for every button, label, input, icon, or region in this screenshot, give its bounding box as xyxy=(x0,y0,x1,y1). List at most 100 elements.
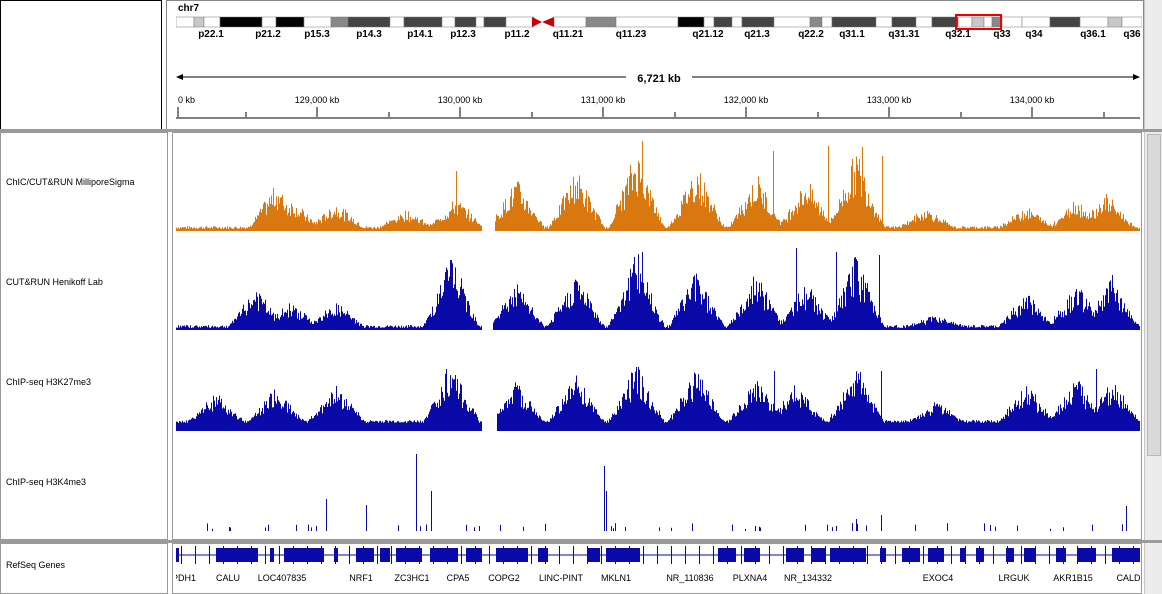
ruler-arrow-right-icon xyxy=(1133,74,1140,80)
gene-exon xyxy=(447,546,448,564)
track-name-3[interactable]: ChIP-seq H3K27me3 xyxy=(6,377,92,387)
gene-label[interactable]: NR_110836 xyxy=(666,573,713,583)
ideogram-band xyxy=(203,16,221,28)
refseq-gene-track[interactable]: PDH1 CALU LOC407835 NRF1 ZC3HC1 CPA5 COPG2 LINC… xyxy=(176,545,1140,593)
current-region-marker[interactable] xyxy=(955,14,1002,30)
gene-exon[interactable] xyxy=(270,548,274,562)
ideogram-band xyxy=(1001,16,1023,28)
gene-exon[interactable] xyxy=(880,548,886,562)
gene-label[interactable]: LINC-PINT xyxy=(539,573,584,583)
gene-exon[interactable] xyxy=(396,548,422,562)
gene-label[interactable]: EXOC4 xyxy=(923,573,954,583)
gene-exon[interactable] xyxy=(466,548,482,562)
gene-exon xyxy=(1035,546,1036,564)
gene-exon[interactable] xyxy=(1006,548,1014,562)
track-name-2[interactable]: CUT&RUN Henikoff Lab xyxy=(6,277,103,287)
track-name-1[interactable]: ChIC/CUT&RUN MilliporeSigma xyxy=(6,177,135,187)
gene-label[interactable]: CALD1 xyxy=(1116,573,1140,583)
gene-exon xyxy=(419,546,420,564)
gene-exon xyxy=(237,546,238,564)
ruler-span-label: 6,721 kb xyxy=(637,73,681,85)
band-label: q36 xyxy=(1123,29,1141,40)
gene-exon xyxy=(979,546,980,564)
band-label: p22.1 xyxy=(198,29,224,40)
gene-exon xyxy=(1077,546,1078,564)
gene-label[interactable]: LOC407835 xyxy=(258,573,307,583)
ideogram-band xyxy=(193,16,205,28)
ideogram-band xyxy=(731,16,743,28)
gene-exon[interactable] xyxy=(960,548,966,562)
signal-track-h3k27me3[interactable] xyxy=(176,366,1140,431)
gene-exon[interactable] xyxy=(812,548,826,562)
gene-exon[interactable] xyxy=(928,548,944,562)
track-name-refseq[interactable]: RefSeq Genes xyxy=(6,560,66,570)
band-label: q33 xyxy=(993,29,1011,40)
gene-exon[interactable] xyxy=(356,548,374,562)
gene-exon xyxy=(265,546,266,564)
gene-label[interactable]: CPA5 xyxy=(447,573,470,583)
gene-exon[interactable] xyxy=(176,548,179,562)
gene-label[interactable]: AKR1B15 xyxy=(1053,573,1093,583)
ideogram[interactable]: p22.1 p21.2 p15.3 p14.3 p14.1 p12.3 p11.2 q11.2… xyxy=(176,14,1142,54)
gene-label[interactable]: NR_134332 xyxy=(784,573,832,583)
gene-exon xyxy=(1021,546,1022,564)
data-scrollbar-thumb[interactable] xyxy=(1147,134,1161,456)
gene-exon xyxy=(965,546,966,564)
gene-exon[interactable] xyxy=(786,548,804,562)
data-scrollbar[interactable] xyxy=(1144,132,1162,540)
gene-exon[interactable] xyxy=(744,548,760,562)
feature-scrollbar[interactable] xyxy=(1144,543,1162,594)
gene-exon xyxy=(699,546,700,564)
gene-exon[interactable] xyxy=(1056,548,1066,562)
gene-exon[interactable] xyxy=(588,548,600,562)
gene-exon xyxy=(685,546,686,564)
signal-track-henikoff[interactable] xyxy=(176,248,1140,330)
gene-exon[interactable] xyxy=(538,548,548,562)
ruler-tick-label: 131,000 kb xyxy=(581,95,626,105)
gene-label[interactable]: PDH1 xyxy=(176,573,196,583)
gene-label[interactable]: ZC3HC1 xyxy=(394,573,429,583)
gene-exon[interactable] xyxy=(1112,548,1140,562)
band-label: q31.1 xyxy=(839,29,865,40)
signal-track-h3k4me3[interactable] xyxy=(207,454,1127,531)
gene-label[interactable]: CALU xyxy=(216,573,240,583)
chromosome-label[interactable]: chr7 xyxy=(178,3,200,14)
signal-tracks[interactable] xyxy=(176,134,1140,538)
gene-exon[interactable] xyxy=(1024,548,1036,562)
band-label: q11.23 xyxy=(616,29,647,40)
gene-exon[interactable] xyxy=(430,548,458,562)
band-label: p14.3 xyxy=(356,29,382,40)
gene-exon xyxy=(853,546,854,564)
gene-label[interactable]: PLXNA4 xyxy=(733,573,768,583)
header-scrollbar[interactable] xyxy=(1144,0,1162,130)
gene-exon xyxy=(293,546,294,564)
ideogram-band xyxy=(831,16,877,28)
ideogram-band xyxy=(891,16,917,28)
gene-exon[interactable] xyxy=(380,548,390,562)
gene-exon xyxy=(923,546,924,564)
gene-label[interactable]: MKLN1 xyxy=(601,573,631,583)
ideogram-band xyxy=(1021,16,1051,28)
gene-exon[interactable] xyxy=(496,548,528,562)
gene-exon[interactable] xyxy=(830,548,866,562)
gene-label[interactable]: NRF1 xyxy=(349,573,373,583)
track-name-4[interactable]: ChIP-seq H3K4me3 xyxy=(6,477,87,487)
signal-track-millipore[interactable] xyxy=(176,141,1140,231)
gene-exon xyxy=(741,546,742,564)
panel-divider-top[interactable] xyxy=(0,129,1162,132)
gene-exon xyxy=(363,546,364,564)
gene-label[interactable]: COPG2 xyxy=(488,573,520,583)
gene-exon[interactable] xyxy=(606,548,640,562)
gene-label[interactable]: LRGUK xyxy=(998,573,1029,583)
band-label: p12.3 xyxy=(450,29,476,40)
panel-divider-bottom[interactable] xyxy=(0,540,1162,543)
gene-exon[interactable] xyxy=(902,548,920,562)
gene-exon xyxy=(349,546,350,564)
gene-exon[interactable] xyxy=(284,548,324,562)
ruler[interactable]: 6,721 kb 0 kb 129,000 kb 130,000 kb 131,000… xyxy=(176,62,1142,128)
ruler-arrow-left-icon xyxy=(176,74,183,80)
ideogram-band xyxy=(475,16,485,28)
gene-exon xyxy=(1119,546,1120,564)
gene-exon[interactable] xyxy=(1078,548,1096,562)
band-label: p15.3 xyxy=(304,29,330,40)
